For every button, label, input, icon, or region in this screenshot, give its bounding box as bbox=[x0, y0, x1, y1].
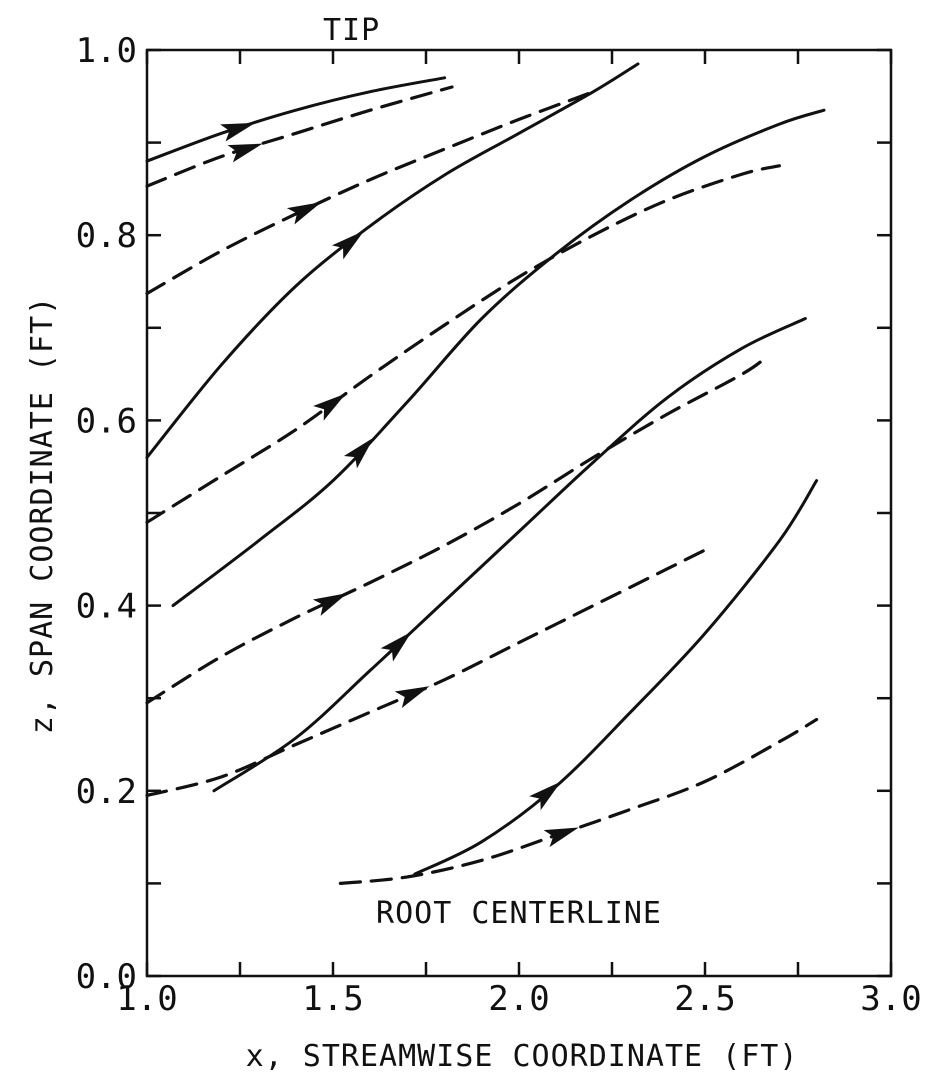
flow-arrow-11 bbox=[543, 827, 579, 848]
flow-arrow-3 bbox=[286, 202, 322, 225]
x-tick-label: 2.5 bbox=[674, 979, 735, 1019]
y-axis-title: z, SPAN COORDINATE (FT) bbox=[25, 296, 60, 734]
streamline-solid-1 bbox=[145, 76, 447, 163]
x-tick-label: 3.0 bbox=[860, 979, 921, 1019]
flow-arrow-8 bbox=[380, 631, 412, 662]
flow-arrow-5 bbox=[343, 437, 374, 469]
axis-labels: 1.0 1.5 2.0 2.5 3.0 0.0 0.2 0.4 0.6 0.8 1.0 bbox=[76, 31, 922, 1019]
flow-direction-arrows bbox=[220, 122, 579, 848]
flow-arrow-7 bbox=[312, 593, 348, 616]
axis-ticks bbox=[145, 48, 893, 978]
x-tick-label: 1.5 bbox=[302, 979, 363, 1019]
streamline-dashed-2 bbox=[145, 85, 454, 188]
annotation-tip: TIP bbox=[323, 13, 380, 48]
y-tick-label: 0.6 bbox=[76, 401, 137, 441]
streamline-dashed-7 bbox=[145, 354, 770, 705]
y-tick-label: 0.8 bbox=[76, 216, 137, 256]
y-tick-label: 1.0 bbox=[76, 31, 137, 71]
streamline-dashed-11 bbox=[338, 717, 819, 885]
flow-arrow-2 bbox=[227, 143, 263, 163]
flow-arrow-4 bbox=[331, 230, 365, 260]
streamline-dashed-3 bbox=[145, 90, 595, 296]
y-tick-label: 0.4 bbox=[76, 587, 137, 627]
flow-arrow-10 bbox=[529, 781, 562, 811]
streamline-dashed-9 bbox=[145, 548, 707, 797]
x-tick-label: 2.0 bbox=[488, 979, 549, 1019]
flow-arrow-6 bbox=[313, 393, 346, 421]
y-tick-label: 0.2 bbox=[76, 772, 137, 812]
plot-border bbox=[145, 48, 893, 978]
flow-arrow-1 bbox=[220, 122, 256, 142]
streamline-dashed-6 bbox=[145, 164, 781, 524]
streamline-solid-10 bbox=[413, 479, 819, 876]
streamline-solid-8 bbox=[212, 317, 807, 793]
flow-arrow-9 bbox=[394, 686, 430, 709]
y-tick-label: 0.0 bbox=[76, 957, 137, 997]
x-tick-label: 1.0 bbox=[116, 979, 177, 1019]
streamline-solid-5 bbox=[171, 108, 826, 608]
annotation-root-centerline: ROOT CENTERLINE bbox=[376, 896, 662, 931]
streamline-solid-4 bbox=[145, 62, 640, 459]
plot-frame bbox=[145, 48, 893, 978]
streamline-curves bbox=[145, 62, 826, 885]
x-axis-title: x, STREAMWISE COORDINATE (FT) bbox=[246, 1039, 799, 1074]
